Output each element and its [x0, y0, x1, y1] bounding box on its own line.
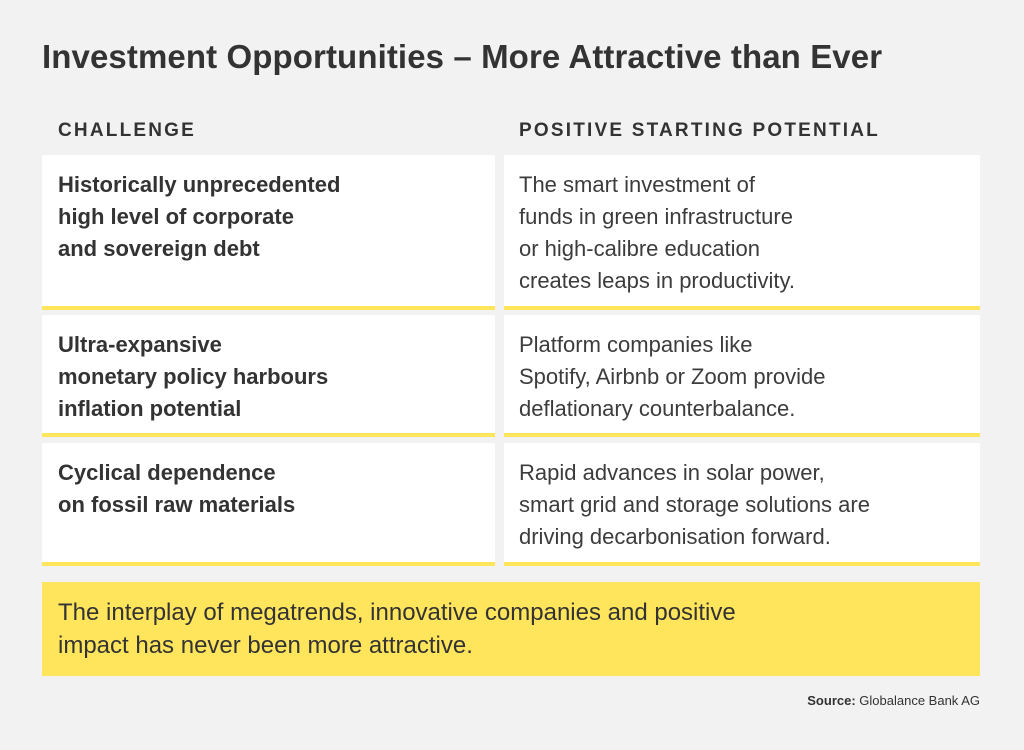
conclusion-line: The interplay of megatrends, innovative … [58, 599, 736, 626]
challenge-line: Ultra-expansive [58, 332, 222, 357]
challenge-cell-1: Historically unprecedented high level of… [42, 155, 495, 310]
challenge-cell-2: Ultra-expansive monetary policy harbours… [42, 315, 495, 437]
challenge-line: monetary policy harbours [58, 364, 329, 389]
potential-line: funds in green infrastructure [519, 204, 793, 229]
potential-line: deflationary counterbalance. [519, 396, 796, 421]
potential-line: Rapid advances in solar power, [519, 460, 825, 485]
column-header-potential: POSITIVE STARTING POTENTIAL [519, 120, 880, 141]
potential-cell-3: Rapid advances in solar power, smart gri… [504, 443, 980, 566]
source-label: Source: [807, 693, 856, 708]
challenge-line: inflation potential [58, 396, 242, 421]
source-note: Source: Globalance Bank AG [807, 693, 980, 708]
challenge-line: Cyclical dependence [58, 460, 276, 485]
potential-line: The smart investment of [519, 172, 755, 197]
potential-line: Spotify, Airbnb or Zoom provide [519, 364, 826, 389]
potential-cell-2: Platform companies like Spotify, Airbnb … [504, 315, 980, 437]
potential-line: Platform companies like [519, 332, 753, 357]
challenge-line: Historically unprecedented [58, 172, 341, 197]
challenge-line: and sovereign debt [58, 236, 260, 261]
challenge-line: on fossil raw materials [58, 492, 296, 517]
challenge-line: high level of corporate [58, 204, 294, 229]
challenge-cell-3: Cyclical dependence on fossil raw materi… [42, 443, 495, 566]
page-title: Investment Opportunities – More Attracti… [42, 38, 883, 75]
potential-line: creates leaps in productivity. [519, 268, 795, 293]
potential-line: smart grid and storage solutions are [519, 492, 870, 517]
column-header-challenge: CHALLENGE [58, 120, 197, 141]
potential-line: or high-calibre education [519, 236, 760, 261]
potential-cell-1: The smart investment of funds in green i… [504, 155, 980, 310]
conclusion-line: impact has never been more attractive. [58, 632, 473, 659]
source-value: Globalance Bank AG [859, 693, 980, 708]
conclusion-box: The interplay of megatrends, innovative … [42, 582, 980, 676]
potential-line: driving decarbonisation forward. [519, 524, 831, 549]
